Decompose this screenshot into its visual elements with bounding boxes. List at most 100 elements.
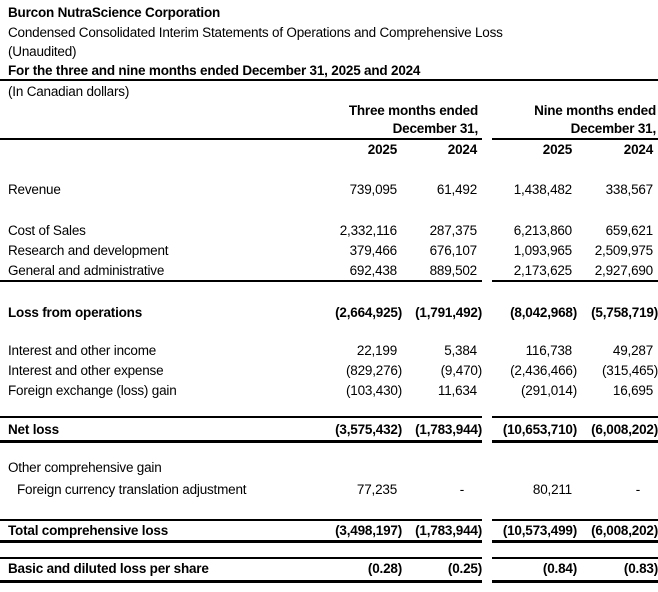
row-label: Cost of Sales [8,223,86,238]
loss-per-share-top-rule-right [492,557,658,559]
value-cell: (6,008,202) [591,523,658,538]
table-row-interest-other-expense: Interest and other expense (829,276) (9,… [0,361,658,381]
value-cell: (0.83) [623,561,658,576]
total-comprehensive-top-rule-left [0,519,482,521]
value-cell: 692,438 [349,263,398,278]
loss-per-share-bottom-rule-left [0,580,482,583]
row-label: Loss from operations [8,305,143,320]
value-cell: (2,664,925) [335,305,402,320]
year-col4: 2024 [623,142,653,157]
value-cell: (315,465) [602,363,658,378]
table-row-cost-of-sales: Cost of Sales 2,332,116 287,375 6,213,86… [0,221,658,241]
row-label: General and administrative [8,263,165,278]
table-row-revenue: Revenue 739,095 61,492 1,438,482 338,567 [0,180,658,200]
header-rule [0,79,658,81]
nine-months-date-label: December 31, [570,121,657,136]
value-cell: (3,575,432) [335,422,402,437]
value-cell: 1,438,482 [513,182,572,197]
row-label: Interest and other expense [8,363,164,378]
value-cell: (9,470) [440,363,483,378]
value-cell: 61,492 [436,182,477,197]
value-cell: 659,621 [605,223,654,238]
value-cell: 2,509,975 [594,243,653,258]
three-months-date-label: December 31, [392,121,479,136]
row-label: Revenue [8,182,61,197]
value-cell: (291,014) [521,383,577,398]
value-cell: 11,634 [437,383,477,398]
table-row-general-administrative: General and administrative 692,438 889,5… [0,261,658,281]
table-row-loss-per-share: Basic and diluted loss per share (0.28) … [0,559,658,579]
column-date-header-row: December 31, December 31, [0,119,658,139]
net-loss-top-rule-right [492,416,658,418]
table-row-loss-from-operations: Loss from operations (2,664,925) (1,791,… [0,303,658,323]
value-cell: (1,783,944) [415,422,482,437]
nine-months-group-label: Nine months ended [534,103,656,118]
value-cell: 1,093,965 [513,243,572,258]
column-header-rule-left [0,138,482,140]
value-cell: 287,375 [429,223,478,238]
value-cell: 49,287 [612,343,653,358]
net-loss-top-rule-left [0,416,482,418]
row-label: Net loss [8,422,59,437]
row-label: Foreign currency translation adjustment [17,482,247,497]
currency-note: (In Canadian dollars) [8,84,130,99]
table-row-other-comprehensive-gain: Other comprehensive gain [0,458,658,478]
value-cell: (2,436,466) [510,363,577,378]
value-cell: 2,332,116 [339,223,397,238]
value-cell: 5,384 [444,343,477,358]
value-cell: 379,466 [349,243,398,258]
value-cell: (10,653,710) [502,422,577,437]
year-header-row: 2025 2024 2025 2024 [0,140,658,160]
loss-per-share-bottom-rule-right [492,580,658,583]
row-label: Foreign exchange (loss) gain [8,383,177,398]
value-cell: 6,213,860 [513,223,572,238]
value-cell: (0.84) [542,561,577,576]
value-cell: (5,758,719) [591,305,658,320]
net-loss-bottom-rule-right [492,440,658,443]
value-cell: 80,211 [532,482,572,497]
value-cell: - [459,482,464,497]
row-label: Other comprehensive gain [8,460,162,475]
column-header-rule-right [492,138,658,140]
value-cell: (3,498,197) [335,523,402,538]
row-label: Total comprehensive loss [8,523,169,538]
value-cell: 2,927,690 [594,263,653,278]
value-cell: 77,235 [356,482,397,497]
table-row-net-loss: Net loss (3,575,432) (1,783,944) (10,653… [0,420,658,440]
period-line: For the three and nine months ended Dece… [8,63,421,78]
value-cell: 889,502 [429,263,478,278]
three-months-group-label: Three months ended [348,103,478,118]
value-cell: (6,008,202) [591,422,658,437]
audit-status: (Unaudited) [8,44,77,59]
table-row-foreign-exchange: Foreign exchange (loss) gain (103,430) 1… [0,381,658,401]
value-cell: (8,042,968) [510,305,577,320]
value-cell: 116,738 [525,343,573,358]
value-cell: 2,173,625 [513,263,572,278]
row-label: Research and development [8,243,169,258]
year-col2: 2024 [447,142,477,157]
company-name: Burcon NutraScience Corporation [8,5,221,20]
value-cell: (1,783,944) [415,523,482,538]
value-cell: 16,695 [612,383,653,398]
total-comprehensive-bottom-rule-left [0,540,482,543]
table-row-total-comprehensive-loss: Total comprehensive loss (3,498,197) (1,… [0,521,658,541]
value-cell: - [635,482,640,497]
year-col3: 2025 [542,142,572,157]
value-cell: (829,276) [346,363,402,378]
value-cell: (1,791,492) [415,305,482,320]
table-row-interest-other-income: Interest and other income 22,199 5,384 1… [0,341,658,361]
expenses-rule-right [492,280,658,282]
table-row-fx-translation-adjustment: Foreign currency translation adjustment … [0,480,658,500]
row-label: Interest and other income [8,343,157,358]
value-cell: (10,573,499) [502,523,577,538]
total-comprehensive-top-rule-right [492,519,658,521]
expenses-rule-left [0,280,482,282]
column-group-header-row: Three months ended Nine months ended [0,101,658,121]
row-label: Basic and diluted loss per share [8,561,209,576]
value-cell: 739,095 [349,182,398,197]
loss-per-share-top-rule-left [0,557,482,559]
net-loss-bottom-rule-left [0,440,482,443]
value-cell: 676,107 [429,243,478,258]
statement-title: Condensed Consolidated Interim Statement… [8,25,503,40]
